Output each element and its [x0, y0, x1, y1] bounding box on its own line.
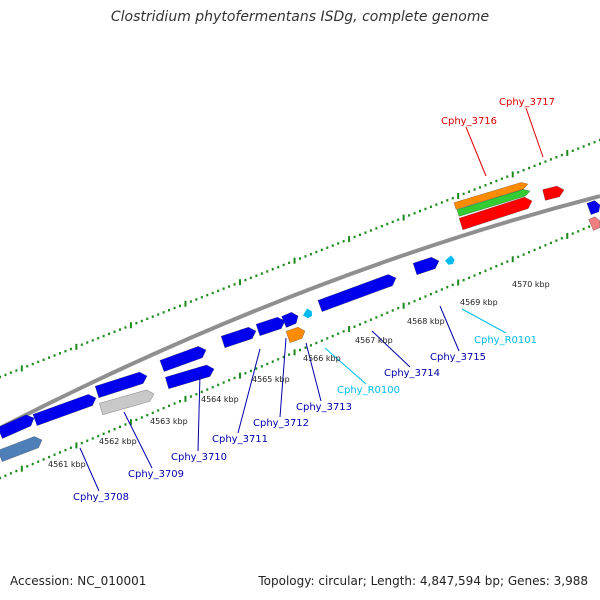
gene-pseudo — [98, 389, 155, 416]
feature-green — [456, 189, 531, 217]
gene-label: Cphy_3712 — [253, 418, 309, 429]
gene-label: Cphy_3711 — [212, 434, 268, 445]
gene-label: Cphy_3714 — [384, 368, 440, 379]
gene-cphy-3711-shape — [159, 346, 207, 373]
label-leader — [123, 411, 153, 469]
genome-title: Clostridium phytofermentans ISDg, comple… — [110, 9, 490, 25]
gene-label: Cphy_3713 — [296, 402, 352, 413]
kbp-label: 4570 kbp — [512, 280, 550, 289]
tick-marks — [0, 138, 600, 480]
kbp-label: 4568 kbp — [407, 317, 445, 326]
gene-label: Cphy_3708 — [73, 492, 129, 503]
gene-pale — [0, 436, 43, 462]
label-leader — [439, 305, 460, 352]
kbp-label: 4566 kbp — [303, 354, 341, 363]
feature-red-long — [458, 196, 533, 231]
gene-cphy-3708-shape — [0, 414, 35, 439]
label-leader — [79, 447, 100, 492]
label-leader — [371, 330, 411, 368]
feature-orange — [453, 182, 529, 210]
gene-label: Cphy_3710 — [171, 452, 227, 463]
gene-label: Cphy_R0101 — [474, 335, 537, 346]
label-leader — [465, 126, 487, 177]
genome-stats: Topology: circular; Length: 4,847,594 bp… — [258, 574, 588, 588]
label-leader — [279, 337, 287, 418]
gene-cphy-3713b-shape — [281, 311, 299, 328]
gene-labels: Cphy_3708 Cphy_3709 Cphy_3710 Cphy_3711 Cphy… — [73, 97, 555, 503]
genome-backbone — [0, 194, 600, 430]
gene-pale-shape — [0, 436, 43, 462]
label-leader — [197, 373, 201, 452]
gene-label: Cphy_3709 — [128, 469, 184, 480]
kbp-label: 4567 kbp — [355, 336, 393, 345]
gene-orange-small-shape — [285, 326, 306, 344]
gene-cphy-3712 — [220, 326, 257, 349]
rna-cphy-r0101 — [444, 255, 455, 265]
feature-track — [0, 182, 600, 462]
gene-cphy-3713b — [281, 311, 299, 328]
gene-cphy-3713-shape — [255, 316, 286, 337]
feature-red-short-shape — [542, 185, 565, 201]
kbp-label: 4562 kbp — [99, 437, 137, 446]
gene-cphy-3714-shape — [317, 274, 397, 313]
feature-red-short — [542, 185, 565, 201]
feature-orange-shape — [453, 182, 529, 210]
gene-label: Cphy_R0100 — [337, 385, 400, 396]
gene-label: Cphy_3716 — [441, 116, 497, 127]
gene-orange-small — [285, 326, 306, 344]
kbp-label: 4564 kbp — [201, 395, 239, 404]
gene-label: Cphy_3715 — [430, 352, 486, 363]
gene-cphy-3709-upper — [32, 394, 97, 427]
gene-cphy-3715 — [412, 256, 440, 276]
rna-cphy-r0101-shape — [444, 255, 455, 265]
gene-cphy-3712-shape — [220, 326, 257, 349]
gene-label: Cphy_3717 — [499, 97, 555, 108]
label-leader — [305, 342, 322, 402]
gene-lower-blue — [164, 364, 215, 390]
gene-edge-right-shape — [586, 200, 600, 216]
gene-cphy-3711 — [159, 346, 207, 373]
label-leader — [324, 347, 367, 385]
gene-lower-blue-shape — [164, 364, 215, 390]
rna-cphy-r0100-shape — [303, 308, 313, 319]
label-leaders — [79, 107, 544, 492]
rna-cphy-r0100 — [303, 308, 313, 319]
gene-cphy-3713 — [255, 316, 286, 337]
kbp-labels: 4561 kbp 4562 kbp 4563 kbp 4564 kbp 4565 kbp… — [48, 280, 550, 469]
label-leader — [237, 348, 261, 434]
gene-cphy-3709-upper-shape — [32, 394, 97, 427]
gene-edge-right — [586, 200, 600, 216]
gene-cphy-3714 — [317, 274, 397, 313]
gene-cphy-3715-shape — [412, 256, 440, 276]
accession-label: Accession: NC_010001 — [10, 574, 147, 588]
feature-red-long-shape — [458, 196, 533, 231]
kbp-label: 4563 kbp — [150, 417, 188, 426]
kbp-label: 4569 kbp — [460, 298, 498, 307]
gene-pseudo-shape — [98, 389, 155, 416]
feature-pink-edge-shape — [588, 216, 600, 231]
gene-cphy-3708 — [0, 414, 35, 439]
label-leader — [525, 107, 544, 158]
kbp-label: 4561 kbp — [48, 460, 86, 469]
feature-pink-edge — [588, 216, 600, 231]
gene-cphy-3710 — [94, 371, 148, 399]
gene-cphy-3710-shape — [94, 371, 148, 399]
label-leader — [461, 308, 507, 334]
feature-green-shape — [456, 189, 531, 217]
kbp-label: 4565 kbp — [252, 375, 290, 384]
